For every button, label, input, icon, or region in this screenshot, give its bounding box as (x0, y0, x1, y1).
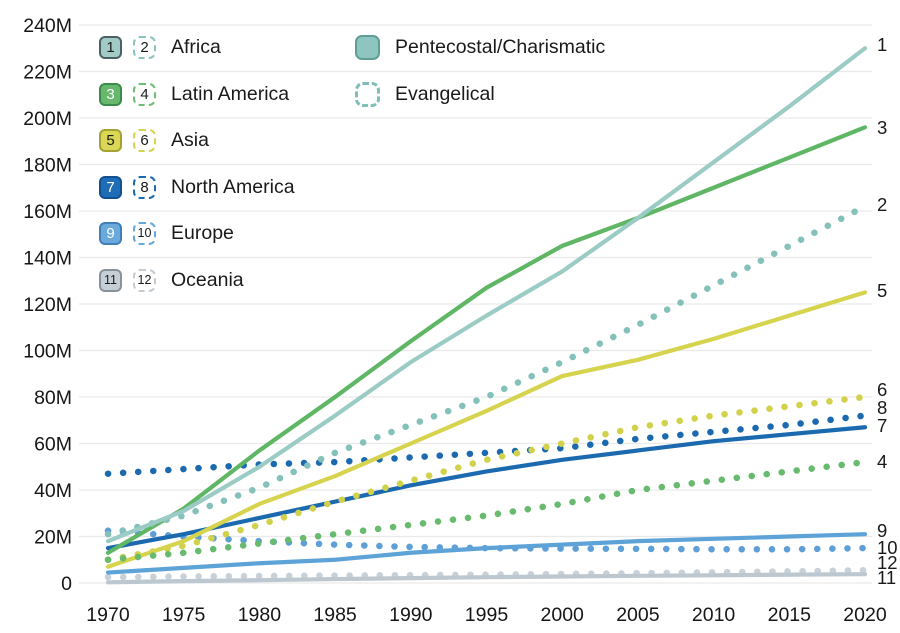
legend-chip-evangelical[interactable] (355, 82, 380, 107)
series-line-latin-america-pentecostal (105, 125, 868, 555)
series-end-label-12: 12 (877, 552, 898, 573)
x-tick-label: 2005 (616, 604, 660, 626)
legend-chip-north-america-evangelical[interactable]: 8 (133, 176, 156, 199)
y-tick-label: 200M (23, 108, 72, 130)
legend-chip-africa-pentecostal[interactable]: 1 (99, 36, 122, 59)
x-tick-label: 1990 (389, 604, 433, 626)
y-tick-label: 240M (23, 15, 72, 37)
x-tick-label: 1980 (238, 604, 282, 626)
y-tick-label: 220M (23, 62, 72, 84)
y-tick-label: 180M (23, 155, 72, 177)
y-tick-label: 140M (23, 248, 72, 270)
legend-chip-asia-pentecostal[interactable]: 5 (99, 129, 122, 152)
legend-chip-oceania-pentecostal[interactable]: 11 (99, 269, 122, 292)
legend-chip-north-america-pentecostal[interactable]: 7 (99, 176, 122, 199)
y-tick-label: 120M (23, 294, 72, 316)
legend-chip-asia-evangelical[interactable]: 6 (133, 129, 156, 152)
legend-label-north-america: North America (171, 176, 295, 198)
series-line-north-america-evangelical (104, 412, 869, 477)
series-line-asia-evangelical (104, 393, 869, 563)
legend-item-north-america: 7 8 North America (99, 176, 295, 199)
legend-chip-latin-america-pentecostal[interactable]: 3 (99, 83, 122, 106)
legend-label-europe: Europe (171, 222, 234, 244)
x-tick-label: 1995 (465, 604, 509, 626)
series-end-label-8: 8 (877, 397, 887, 418)
x-tick-label: 2000 (541, 604, 585, 626)
series-line-africa-pentecostal (105, 46, 868, 544)
series-end-label-5: 5 (877, 280, 887, 301)
series-end-label-3: 3 (877, 117, 887, 138)
legend-chip-pentecostal-charismatic[interactable] (355, 35, 380, 60)
series-line-africa-evangelical (104, 203, 869, 538)
legend-label-evangelical: Evangelical (395, 83, 495, 105)
legend-item-pentecostal-charismatic: Pentecostal/Charismatic (355, 35, 605, 60)
series-line-oceania-pentecostal (105, 572, 868, 585)
series-end-label-10: 10 (877, 537, 898, 558)
y-tick-label: 160M (23, 201, 72, 223)
legend-label-latin-america: Latin America (171, 83, 290, 105)
x-tick-label: 1985 (313, 604, 357, 626)
legend-item-oceania: 11 12 Oceania (99, 269, 244, 292)
legend-chip-oceania-evangelical[interactable]: 12 (133, 269, 156, 292)
series-end-label-11: 11 (877, 567, 896, 588)
legend-item-asia: 5 6 Asia (99, 129, 209, 152)
x-tick-label: 2020 (843, 604, 887, 626)
legend-item-evangelical: Evangelical (355, 82, 495, 107)
series-end-label-6: 6 (877, 379, 887, 400)
x-tick-label: 2015 (768, 604, 812, 626)
legend-item-africa: 1 2 Africa (99, 36, 221, 59)
legend-chip-europe-evangelical[interactable]: 10 (133, 222, 156, 245)
series-end-label-1: 1 (877, 34, 887, 55)
y-tick-label: 40M (34, 480, 72, 502)
legend-label-pentecostal-charismatic: Pentecostal/Charismatic (395, 36, 606, 58)
series-end-label-7: 7 (877, 415, 887, 436)
series-end-label-9: 9 (877, 520, 887, 541)
legend-item-europe: 9 10 Europe (99, 222, 234, 245)
series-end-label-4: 4 (877, 451, 887, 472)
series-line-latin-america-evangelical (104, 458, 869, 563)
series-line-oceania-evangelical (104, 566, 869, 581)
legend-label-africa: Africa (171, 36, 221, 58)
legend-label-asia: Asia (171, 129, 209, 151)
series-line-north-america-pentecostal (105, 425, 868, 551)
series-end-label-2: 2 (877, 194, 887, 215)
y-tick-label: 100M (23, 341, 72, 363)
y-tick-label: 0 (61, 573, 72, 595)
y-tick-label: 20M (34, 527, 72, 549)
x-tick-label: 1970 (86, 604, 130, 626)
y-tick-label: 60M (34, 434, 72, 456)
legend-chip-europe-pentecostal[interactable]: 9 (99, 222, 122, 245)
legend-chip-africa-evangelical[interactable]: 2 (133, 36, 156, 59)
legend-label-oceania: Oceania (171, 269, 244, 291)
legend-item-latin-america: 3 4 Latin America (99, 83, 289, 106)
series-line-europe-pentecostal (105, 532, 868, 575)
legend-chip-latin-america-evangelical[interactable]: 4 (133, 83, 156, 106)
x-tick-label: 1975 (162, 604, 206, 626)
x-tick-label: 2010 (692, 604, 736, 626)
series-line-asia-pentecostal (105, 290, 868, 569)
y-tick-label: 80M (34, 387, 72, 409)
